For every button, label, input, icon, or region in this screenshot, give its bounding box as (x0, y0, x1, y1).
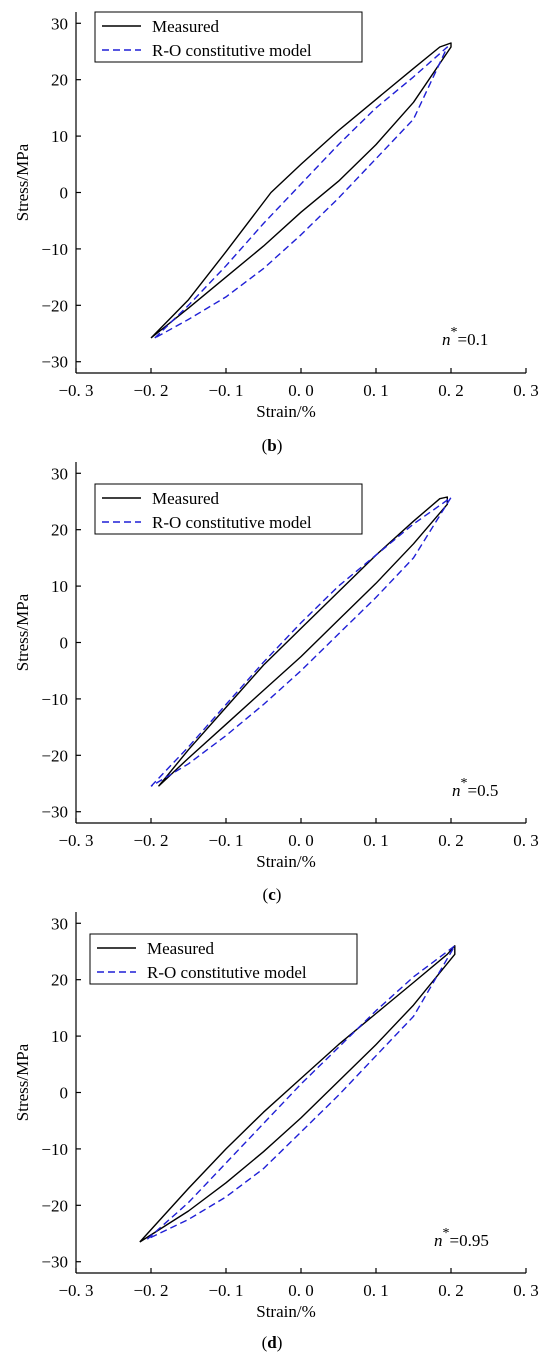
x-tick-label: 0. 0 (288, 381, 314, 400)
x-tick-label: 0. 3 (513, 381, 539, 400)
chart-panel-c: 30 20 10 0 −10 −20 −30 −0. 3 −0. 2 −0. 1 0. 0 0. 1 0… (13, 462, 539, 904)
y-tick-label: 0 (60, 184, 69, 203)
y-tick-label: 10 (51, 577, 68, 596)
legend-label: Measured (152, 489, 220, 508)
x-tick-label: 0. 0 (288, 1281, 314, 1300)
y-tick-label: 30 (51, 14, 68, 33)
x-axis-title: Strain/% (256, 852, 316, 871)
legend-label: Measured (152, 17, 220, 36)
x-tick-label: −0. 1 (208, 831, 243, 850)
x-tick-label: 0. 2 (438, 831, 464, 850)
legend-box (89, 933, 358, 985)
x-tick-label: 0. 1 (363, 381, 389, 400)
y-tick-label: 30 (51, 464, 68, 483)
y-tick-label: 30 (51, 914, 68, 933)
x-tick-label: −0. 1 (208, 381, 243, 400)
legend-label: R-O constitutive model (152, 513, 312, 532)
x-tick-label: 0. 3 (513, 1281, 539, 1300)
series-line-model (150, 496, 452, 787)
legend-box (94, 483, 363, 535)
y-tick-label: −30 (41, 803, 68, 822)
y-tick-label: −20 (41, 296, 68, 315)
y-tick-label: 20 (51, 521, 68, 540)
y-tick-label: −20 (41, 1196, 68, 1215)
legend-label: Measured (147, 939, 215, 958)
chart-panel-d: 30 20 10 0 −10 −20 −30 −0. 3 −0. 2 −0. 1 0. 0 0. 1 0… (13, 912, 539, 1352)
y-tick-label: −10 (41, 1140, 68, 1159)
panel-caption: (d) (262, 1333, 283, 1352)
legend-label: R-O constitutive model (147, 963, 307, 982)
y-tick-label: 20 (51, 971, 68, 990)
series-line-model (146, 945, 456, 1240)
series-line-measured (157, 496, 448, 787)
panel-caption: (b) (262, 436, 283, 455)
y-tick-label: 20 (51, 71, 68, 90)
y-tick-label: −10 (41, 690, 68, 709)
y-axis-title: Stress/MPa (13, 143, 32, 221)
y-tick-label: 10 (51, 1027, 68, 1046)
y-axis-title: Stress/MPa (13, 593, 32, 671)
annotation-n-star: n*=0.5 (452, 776, 498, 800)
x-axis-title: Strain/% (256, 402, 316, 421)
series-line-measured (150, 42, 452, 339)
x-tick-label: 0. 1 (363, 831, 389, 850)
annotation-n-star: n*=0.1 (442, 325, 488, 349)
y-tick-label: 0 (60, 1084, 69, 1103)
chart-panel-b: 30 20 10 0 −10 −20 −30 −0. 3 −0. 2 −0. 1 0. 0 0. 1 0… (13, 11, 539, 455)
y-axis-title: Stress/MPa (13, 1043, 32, 1121)
x-tick-label: −0. 2 (133, 1281, 168, 1300)
annotation-n-star: n*=0.95 (434, 1226, 489, 1250)
x-tick-label: −0. 1 (208, 1281, 243, 1300)
x-tick-label: −0. 3 (58, 831, 93, 850)
y-tick-label: −20 (41, 746, 68, 765)
legend-box (94, 11, 363, 63)
series-line-measured (139, 945, 456, 1243)
legend-label: R-O constitutive model (152, 41, 312, 60)
y-tick-label: −30 (41, 1253, 68, 1272)
x-axis-title: Strain/% (256, 1302, 316, 1321)
x-tick-label: 0. 2 (438, 381, 464, 400)
x-tick-label: 0. 3 (513, 831, 539, 850)
x-tick-label: 0. 2 (438, 1281, 464, 1300)
series-line-model (154, 46, 448, 339)
x-tick-label: −0. 2 (133, 831, 168, 850)
y-tick-label: −30 (41, 353, 68, 372)
x-tick-label: −0. 3 (58, 381, 93, 400)
panel-caption: (c) (263, 885, 282, 904)
x-tick-label: −0. 2 (133, 381, 168, 400)
y-tick-label: 0 (60, 634, 69, 653)
x-tick-label: 0. 1 (363, 1281, 389, 1300)
x-tick-label: 0. 0 (288, 831, 314, 850)
y-tick-label: 10 (51, 127, 68, 146)
y-tick-label: −10 (41, 240, 68, 259)
x-tick-label: −0. 3 (58, 1281, 93, 1300)
